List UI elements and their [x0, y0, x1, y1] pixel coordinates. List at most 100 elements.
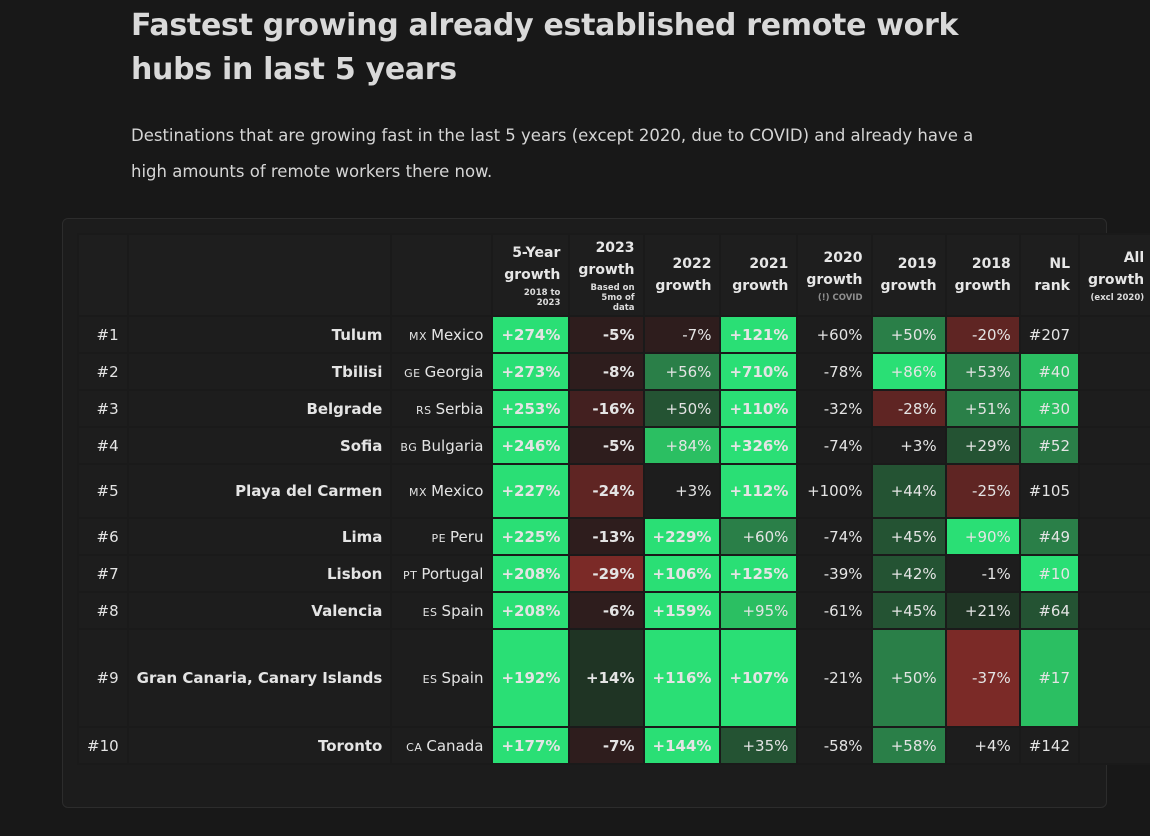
- country-code: GE: [404, 366, 421, 380]
- growth-2018-cell: -1%: [944, 554, 1021, 593]
- growth-2023-cell: -24%: [568, 463, 645, 519]
- growth-2020-cell: -39%: [796, 554, 873, 593]
- growth-2022-cell: +106%: [642, 554, 722, 593]
- country-name: Canada: [426, 736, 484, 755]
- five-year-growth-cell: +246%: [491, 426, 571, 465]
- col-header-2018-growth[interactable]: 2018 growth: [944, 233, 1021, 317]
- country-code: PT: [402, 568, 418, 582]
- growth-2018-cell: +21%: [944, 591, 1021, 630]
- growth-2022-cell: -7%: [642, 315, 722, 354]
- table-row: #3 Belgrade RS Serbia +253% -16% +50% +11…: [77, 389, 1150, 428]
- country-cell: MX Mexico: [390, 463, 494, 519]
- country-cell: RS Serbia: [390, 389, 494, 428]
- col-header-city: [126, 233, 393, 317]
- growth-2019-cell: +45%: [870, 517, 947, 556]
- growth-2020-cell: -61%: [796, 591, 873, 630]
- table-row: #2 Tbilisi GE Georgia +273% -8% +56% +710…: [77, 352, 1150, 391]
- rank-cell: #3: [77, 389, 129, 428]
- city-cell[interactable]: Tbilisi: [126, 352, 393, 391]
- growth-2018-cell: +90%: [944, 517, 1021, 556]
- country-cell: ES Spain: [390, 628, 494, 728]
- growth-2020-cell: -58%: [796, 726, 873, 765]
- growth-2021-cell: +35%: [719, 726, 799, 765]
- col-header-nl-rank[interactable]: NL rank: [1018, 233, 1081, 317]
- growth-2019-cell: +44%: [870, 463, 947, 519]
- country-name: Peru: [450, 527, 484, 546]
- rank-cell: #1: [77, 315, 129, 354]
- growth-2023-cell: -29%: [568, 554, 645, 593]
- growth-2020-cell: -32%: [796, 389, 873, 428]
- growth-2020-cell: +60%: [796, 315, 873, 354]
- table-row: #8 Valencia ES Spain +208% -6% +159% +95%…: [77, 591, 1150, 630]
- growth-2023-cell: -6%: [568, 591, 645, 630]
- rank-cell: #8: [77, 591, 129, 630]
- growth-2020-cell: -74%: [796, 426, 873, 465]
- five-year-growth-cell: +225%: [491, 517, 571, 556]
- all-growth-cell: [1077, 726, 1150, 765]
- table-row: #6 Lima PE Peru +225% -13% +229% +60% -74…: [77, 517, 1150, 556]
- growth-2018-cell: +4%: [944, 726, 1021, 765]
- table-row: #5 Playa del Carmen MX Mexico +227% -24% …: [77, 463, 1150, 519]
- nl-rank-cell: #52: [1018, 426, 1081, 465]
- table-row: #1 Tulum MX Mexico +274% -5% -7% +121% +6…: [77, 315, 1150, 354]
- growth-2023-cell: +14%: [568, 628, 645, 728]
- growth-2019-cell: +86%: [870, 352, 947, 391]
- growth-2023-cell: -16%: [568, 389, 645, 428]
- col-header-country: [390, 233, 494, 317]
- rank-cell: #4: [77, 426, 129, 465]
- all-growth-cell: [1077, 426, 1150, 465]
- all-growth-cell: [1077, 315, 1150, 354]
- nl-rank-cell: #64: [1018, 591, 1081, 630]
- city-cell[interactable]: Lima: [126, 517, 393, 556]
- col-header-2021-growth[interactable]: 2021 growth: [719, 233, 799, 317]
- city-cell[interactable]: Gran Canaria, Canary Islands: [126, 628, 393, 728]
- growth-2019-cell: +50%: [870, 315, 947, 354]
- growth-2022-cell: +159%: [642, 591, 722, 630]
- city-cell[interactable]: Belgrade: [126, 389, 393, 428]
- growth-2020-cell: +100%: [796, 463, 873, 519]
- nl-rank-cell: #105: [1018, 463, 1081, 519]
- growth-2021-cell: +107%: [719, 628, 799, 728]
- country-code: MX: [409, 486, 428, 499]
- all-growth-cell: [1077, 591, 1150, 630]
- country-code: PE: [431, 531, 447, 545]
- country-name: Portugal: [421, 564, 484, 583]
- country-cell: BG Bulgaria: [390, 426, 494, 465]
- table-row: #9 Gran Canaria, Canary Islands ES Spain …: [77, 628, 1150, 728]
- all-growth-cell: [1077, 463, 1150, 519]
- city-cell[interactable]: Valencia: [126, 591, 393, 630]
- growth-2021-cell: +60%: [719, 517, 799, 556]
- nl-rank-cell: #30: [1018, 389, 1081, 428]
- city-cell[interactable]: Playa del Carmen: [126, 463, 393, 519]
- city-cell[interactable]: Toronto: [126, 726, 393, 765]
- growth-2018-cell: +53%: [944, 352, 1021, 391]
- col-header-all-growth[interactable]: All growth (excl 2020): [1077, 233, 1150, 317]
- col-header-2022-growth[interactable]: 2022 growth: [642, 233, 722, 317]
- growth-2018-cell: -25%: [944, 463, 1021, 519]
- col-header-2020-growth[interactable]: 2020 growth (!) COVID: [796, 233, 873, 317]
- five-year-growth-cell: +274%: [491, 315, 571, 354]
- growth-2021-cell: +110%: [719, 389, 799, 428]
- growth-2022-cell: +116%: [642, 628, 722, 728]
- rank-cell: #7: [77, 554, 129, 593]
- col-header-5-year-growth[interactable]: 5-Year growth 2018 to 2023: [491, 233, 571, 317]
- country-name: Spain: [441, 669, 484, 687]
- all-growth-cell: [1077, 352, 1150, 391]
- growth-2019-cell: +45%: [870, 591, 947, 630]
- country-cell: ES Spain: [390, 591, 494, 630]
- city-cell[interactable]: Tulum: [126, 315, 393, 354]
- col-header-2023-growth[interactable]: 2023 growth Based on 5mo of data: [568, 233, 645, 317]
- country-code: ES: [422, 673, 438, 686]
- growth-2022-cell: +56%: [642, 352, 722, 391]
- growth-2018-cell: +29%: [944, 426, 1021, 465]
- country-name: Mexico: [431, 482, 484, 500]
- rank-cell: #10: [77, 726, 129, 765]
- all-growth-cell: [1077, 517, 1150, 556]
- city-cell[interactable]: Lisbon: [126, 554, 393, 593]
- city-cell[interactable]: Sofia: [126, 426, 393, 465]
- country-code: ES: [422, 605, 438, 619]
- five-year-growth-cell: +208%: [491, 554, 571, 593]
- country-cell: CA Canada: [390, 726, 494, 765]
- col-header-2019-growth[interactable]: 2019 growth: [870, 233, 947, 317]
- table-row: #7 Lisbon PT Portugal +208% -29% +106% +1…: [77, 554, 1150, 593]
